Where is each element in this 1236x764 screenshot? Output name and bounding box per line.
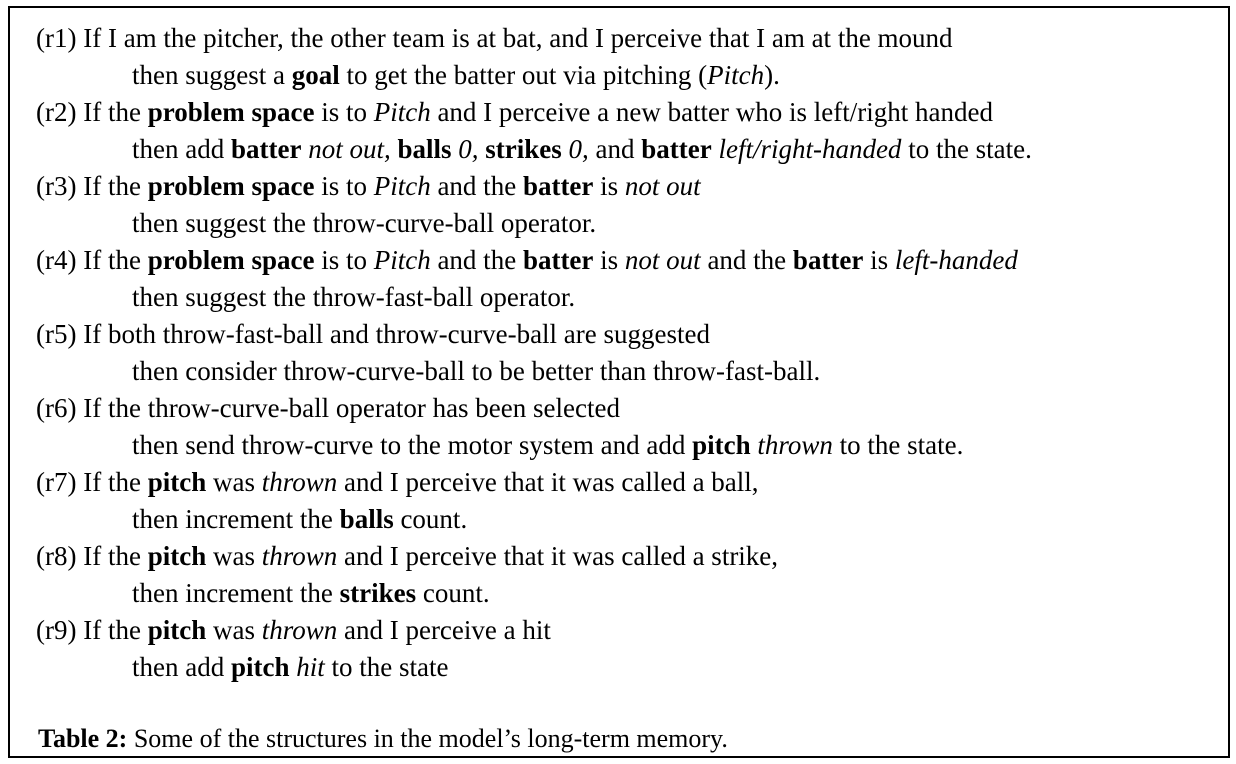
rule-text: (r1) If I am the pitcher, the other team… (36, 23, 953, 53)
rule-4-condition: (r4) If the problem space is to Pitch an… (36, 242, 1018, 279)
rule-text: to the state (324, 652, 449, 682)
table-caption: Table 2: Some of the structures in the m… (38, 722, 728, 756)
rule-text: count. (393, 504, 468, 534)
rule-6-action: then send throw-curve to the motor syste… (132, 427, 963, 464)
italic-term: Pitch (373, 97, 431, 127)
rule-text: is (593, 245, 625, 275)
rule-1-action: then suggest a goal to get the batter ou… (132, 57, 780, 94)
rule-2-condition: (r2) If the problem space is to Pitch an… (36, 94, 993, 131)
rule-text: then add (132, 652, 231, 682)
rule-text: (r2) If the (36, 97, 148, 127)
table-frame: (r1) If I am the pitcher, the other team… (8, 6, 1230, 758)
rule-4-action: then suggest the throw-fast-ball operato… (132, 279, 575, 316)
rule-7-action: then increment the balls count. (132, 501, 467, 538)
rule-text: then increment the (132, 504, 340, 534)
italic-term: not out, (308, 134, 391, 164)
bold-term: goal (291, 60, 340, 90)
rule-3-condition: (r3) If the problem space is to Pitch an… (36, 168, 701, 205)
rule-text: and the (430, 171, 523, 201)
italic-term: 0, (458, 134, 479, 164)
rule-text: is to (314, 171, 374, 201)
rule-text: then increment the (132, 578, 340, 608)
bold-term: problem space (147, 245, 315, 275)
italic-term: thrown (261, 467, 338, 497)
bold-term: balls (339, 504, 394, 534)
italic-term: not out (624, 171, 701, 201)
rule-5-condition: (r5) If both throw-fast-ball and throw-c… (36, 316, 710, 353)
rule-text: and I perceive a hit (337, 615, 551, 645)
rule-text: then suggest a (132, 60, 292, 90)
rule-text: and the (430, 245, 523, 275)
rule-text: is to (314, 97, 374, 127)
rule-text: then send throw-curve to the motor syste… (132, 430, 693, 460)
rule-text: is to (314, 245, 374, 275)
rule-8-condition: (r8) If the pitch was thrown and I perce… (36, 538, 778, 575)
bold-term: balls (397, 134, 452, 164)
bold-term: strikes (339, 578, 417, 608)
rule-9-condition: (r9) If the pitch was thrown and I perce… (36, 612, 551, 649)
bold-term: batter (230, 134, 302, 164)
rule-text: is (863, 245, 895, 275)
rule-text: was (206, 467, 262, 497)
rule-text: then consider throw-curve-ball to be bet… (132, 356, 821, 386)
rule-text: then add (132, 134, 231, 164)
bold-term: problem space (147, 97, 315, 127)
rule-text: count. (416, 578, 490, 608)
rule-7-condition: (r7) If the pitch was thrown and I perce… (36, 464, 759, 501)
rule-1-condition: (r1) If I am the pitcher, the other team… (36, 20, 953, 57)
bold-term: batter (641, 134, 712, 164)
rule-text: (r9) If the (36, 615, 148, 645)
rule-3-action: then suggest the throw-curve-ball operat… (132, 205, 596, 242)
rule-text: to get the batter out via pitching ( (339, 60, 708, 90)
rule-text: (r8) If the (36, 541, 148, 571)
caption-text: Some of the structures in the model’s lo… (127, 724, 728, 753)
italic-term: 0, (568, 134, 589, 164)
caption-label: Table 2: (38, 724, 128, 753)
italic-term: left/right-handed (718, 134, 902, 164)
bold-term: strikes (485, 134, 562, 164)
bold-term: batter (792, 245, 864, 275)
italic-term: thrown (261, 615, 338, 645)
italic-term: left-handed (894, 245, 1018, 275)
bold-term: pitch (230, 652, 290, 682)
rule-text: and the (700, 245, 793, 275)
italic-term: hit (296, 652, 325, 682)
bold-term: pitch (147, 541, 207, 571)
italic-term: not out (624, 245, 701, 275)
rule-text: and (588, 134, 642, 164)
bold-term: pitch (147, 615, 207, 645)
rule-text: (r7) If the (36, 467, 148, 497)
rule-text: was (206, 615, 262, 645)
rule-text: (r6) If the throw-curve-ball operator ha… (36, 393, 620, 423)
bold-term: pitch (692, 430, 751, 460)
italic-term: thrown (757, 430, 833, 460)
bold-term: pitch (147, 467, 207, 497)
rule-9-action: then add pitch hit to the state (132, 649, 448, 686)
bold-term: problem space (147, 171, 315, 201)
italic-term: Pitch (373, 171, 431, 201)
rule-2-action: then add batter not out, balls 0, strike… (132, 131, 1032, 168)
italic-term: thrown (261, 541, 338, 571)
rule-text: and I perceive that it was called a ball… (337, 467, 759, 497)
rule-text: (r5) If both throw-fast-ball and throw-c… (36, 319, 710, 349)
rule-8-action: then increment the strikes count. (132, 575, 490, 612)
rule-text (562, 134, 569, 164)
bold-term: batter (522, 245, 594, 275)
rule-text: to the state. (832, 430, 964, 460)
rule-text: (r3) If the (36, 171, 148, 201)
rule-text: to the state. (901, 134, 1032, 164)
rule-text: then suggest the throw-curve-ball operat… (132, 208, 597, 238)
bold-term: batter (522, 171, 594, 201)
rule-text: and I perceive that it was called a stri… (337, 541, 779, 571)
rule-6-condition: (r6) If the throw-curve-ball operator ha… (36, 390, 620, 427)
rule-5-action: then consider throw-curve-ball to be bet… (132, 353, 820, 390)
rule-text: ). (764, 60, 780, 90)
rule-text: then suggest the throw-fast-ball operato… (132, 282, 576, 312)
rule-text: and I perceive a new batter who is left/… (430, 97, 993, 127)
rule-text: is (593, 171, 625, 201)
rule-text: was (206, 541, 262, 571)
italic-term: Pitch (707, 60, 765, 90)
rule-text: (r4) If the (36, 245, 148, 275)
italic-term: Pitch (373, 245, 431, 275)
